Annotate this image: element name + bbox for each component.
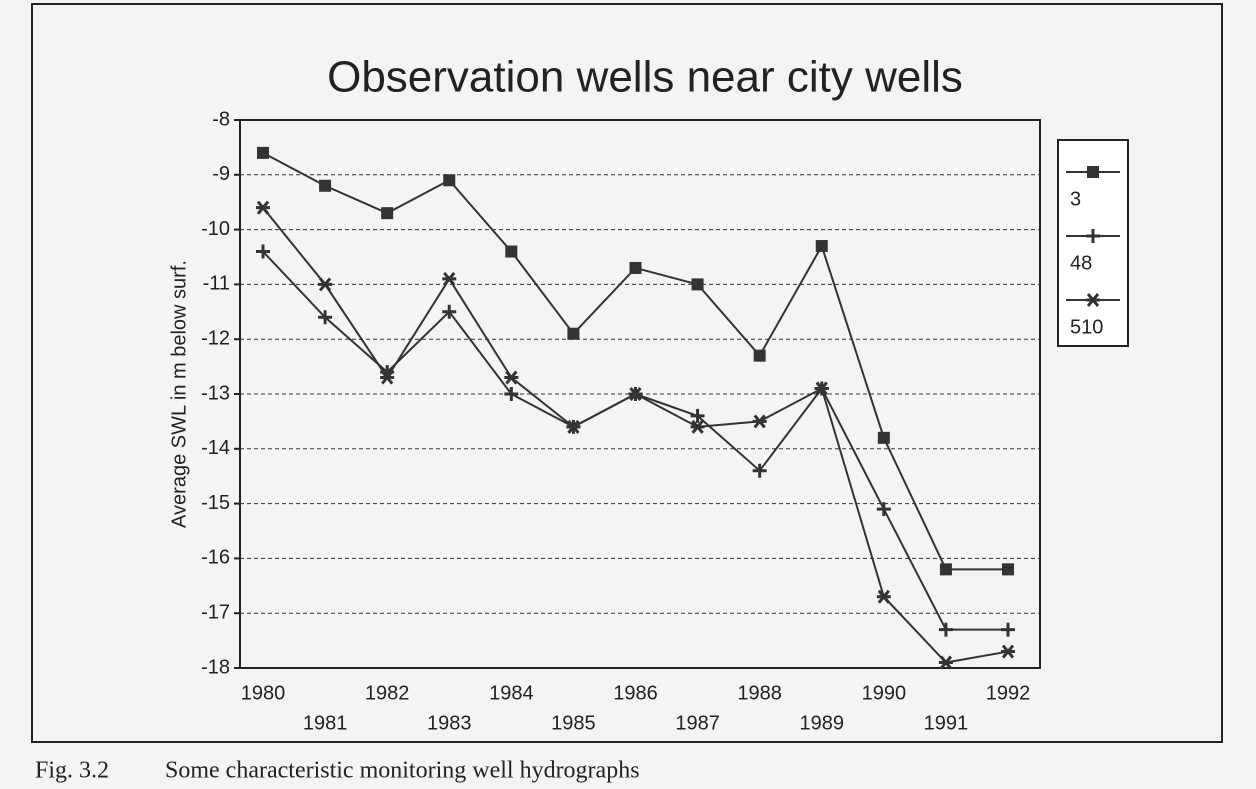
marker [504,387,519,401]
marker [753,349,766,362]
legend-marker [1086,229,1100,243]
legend-label: 510 [1070,316,1103,338]
marker [1001,622,1015,637]
marker [876,502,891,517]
x-tick-label: 1988 [737,682,782,704]
y-axis-label: Average SWL in m below surf. [168,260,190,528]
y-tick-label: -11 [203,273,230,295]
marker [256,200,270,215]
marker [567,327,580,340]
marker [318,310,333,325]
marker [876,589,891,604]
y-tick-label: -9 [212,163,230,185]
x-tick-label: 1980 [241,682,286,704]
x-tick-label: 1987 [675,712,720,734]
legend-marker [1087,166,1099,178]
legend-label: 3 [1070,188,1081,210]
marker [505,245,518,258]
x-tick-label: 1981 [303,712,348,734]
chart-title: Observation wells near city wells [327,53,963,102]
y-tick-label: -14 [201,437,230,459]
x-tick-label: 1986 [613,682,658,704]
marker [442,271,457,286]
caption-text: Some characteristic monitoring well hydr… [165,758,640,784]
marker [1002,563,1014,576]
marker [690,419,705,434]
marker [877,431,890,444]
y-tick-label: -18 [201,656,230,678]
marker [752,414,767,429]
marker [442,304,457,319]
marker [256,244,270,259]
x-tick-label: 1991 [924,712,969,734]
y-tick-label: -10 [201,218,230,240]
series-line [262,250,1008,631]
marker [566,419,581,434]
x-tick-label: 1982 [365,682,410,704]
marker [318,277,333,292]
marker [380,370,395,385]
marker [752,463,767,478]
marker [1001,644,1015,659]
marker [815,240,828,253]
y-tick-label: -16 [201,547,230,569]
marker [257,146,269,159]
legend-marker [1086,293,1100,307]
x-tick-label: 1984 [489,682,534,704]
legend-label: 48 [1070,252,1092,274]
marker [690,408,705,423]
y-tick-label: -15 [201,492,230,514]
x-tick-label: 1990 [862,682,907,704]
caption-label: Fig. 3.2 [35,758,109,784]
x-tick-label: 1989 [800,712,845,734]
frame [31,3,1223,743]
marker [629,261,642,274]
marker [504,370,519,385]
marker [939,563,952,576]
y-tick-label: -12 [201,327,230,349]
x-tick-label: 1983 [427,712,472,734]
x-tick-label: 1992 [986,682,1031,704]
marker [319,179,332,192]
series-line [262,207,1009,664]
marker [381,207,394,220]
marker [814,381,829,396]
y-tick-label: -17 [201,601,230,623]
marker [443,174,456,187]
x-tick-label: 1985 [551,712,596,734]
y-tick-label: -13 [201,382,230,404]
y-tick-label: -8 [212,108,230,130]
marker [938,622,953,637]
marker [938,655,953,670]
marker [691,278,704,291]
marker [628,387,643,401]
